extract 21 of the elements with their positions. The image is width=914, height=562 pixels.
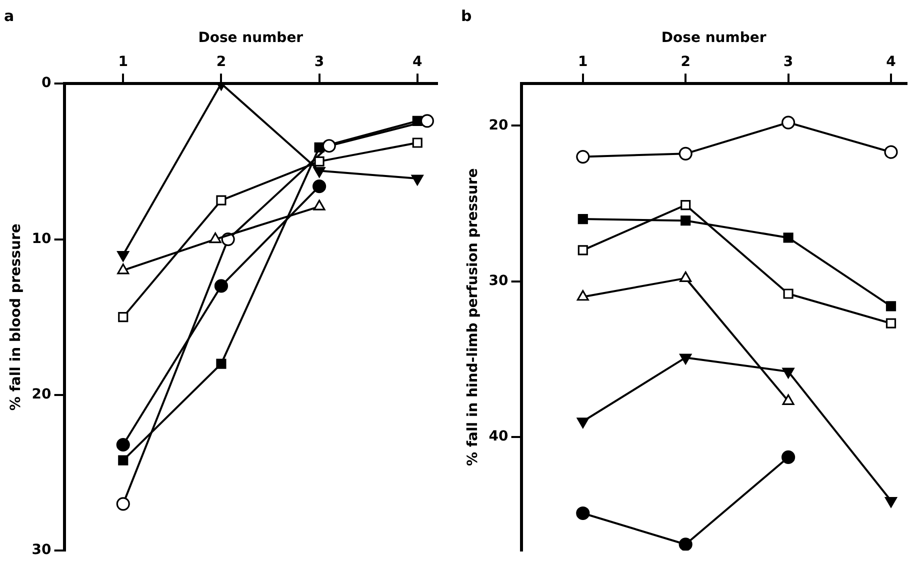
chart-title: a <box>4 6 14 25</box>
x-tick-label: 2 <box>680 54 690 70</box>
y-axis-title: % fall in blood pressure <box>8 224 24 411</box>
y-tick-label: 40 <box>488 428 509 445</box>
y-tick-label: 20 <box>32 386 52 403</box>
y-tick-label: 30 <box>32 542 52 558</box>
x-tick-label: 3 <box>783 54 794 70</box>
x-axis-title: Dose number <box>661 30 766 46</box>
y-tick-label: 10 <box>32 230 52 247</box>
y-tick-label: 30 <box>488 272 509 289</box>
chart-title: b <box>461 6 472 25</box>
x-tick-label: 3 <box>314 54 324 70</box>
x-tick-label: 4 <box>412 54 423 70</box>
x-axis-title: Dose number <box>198 30 304 46</box>
y-axis-title: % fall in hind-limb perfusion pressure <box>465 168 482 466</box>
x-tick-label: 2 <box>216 54 226 70</box>
x-tick-label: 1 <box>118 54 128 70</box>
x-tick-label: 4 <box>886 54 896 70</box>
y-tick-label: 20 <box>488 117 509 134</box>
y-tick-label: 0 <box>42 75 52 92</box>
x-tick-label: 1 <box>578 54 588 70</box>
